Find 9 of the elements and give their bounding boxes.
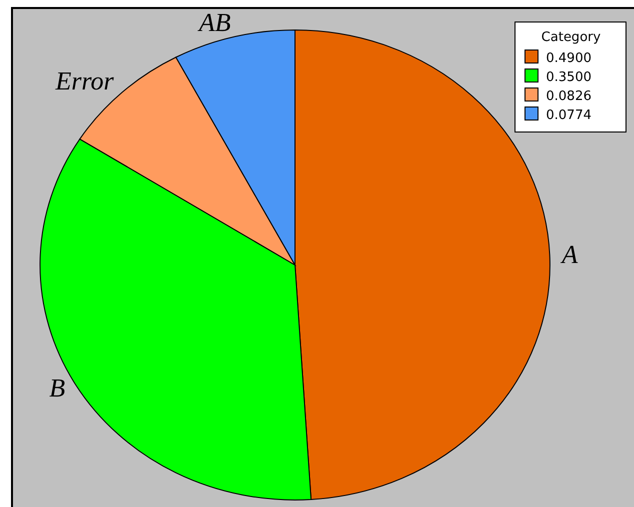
text: B (49, 374, 66, 403)
text: AB (196, 8, 231, 38)
legend-label: 0.3500 (546, 70, 592, 85)
text: A (560, 240, 578, 270)
text: Error (54, 66, 115, 96)
legend-label: 0.0774 (546, 108, 592, 123)
legend-label: 0.4900 (546, 51, 592, 66)
legend-label: 0.0826 (546, 89, 592, 104)
legend-title: Category (541, 30, 601, 45)
